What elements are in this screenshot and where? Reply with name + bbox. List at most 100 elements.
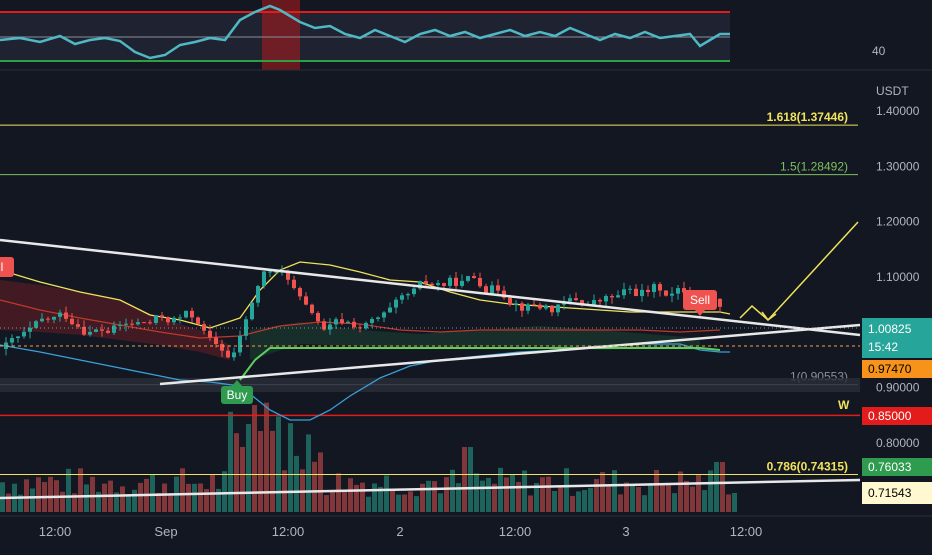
candle-body bbox=[310, 304, 314, 313]
volume-bar bbox=[312, 461, 317, 512]
volume-bar bbox=[234, 433, 239, 512]
price-tick-label: 1.40000 bbox=[876, 104, 920, 118]
candle-body bbox=[58, 312, 62, 317]
volume-bar bbox=[198, 483, 203, 512]
lower-trendline bbox=[0, 478, 861, 500]
volume-bar bbox=[102, 483, 107, 512]
volume-bar bbox=[570, 495, 575, 512]
candle-body bbox=[406, 294, 410, 296]
volume-bar bbox=[504, 477, 509, 512]
rsi-axis-label: 40 bbox=[872, 44, 886, 58]
candle-body bbox=[190, 310, 194, 318]
candle-body bbox=[328, 324, 332, 330]
candle-body bbox=[160, 315, 164, 318]
candle-body bbox=[454, 277, 458, 286]
volume-bar bbox=[378, 486, 383, 512]
price-axis[interactable]: USDT 1.40000 1.30000 1.20000 1.10000 0.90000… bbox=[876, 84, 920, 450]
candle-body bbox=[580, 300, 584, 306]
rsi-line bbox=[0, 4, 730, 60]
volume-bar bbox=[696, 475, 701, 512]
volume-bar bbox=[540, 477, 545, 512]
descending-trendline bbox=[0, 238, 861, 337]
candle-body bbox=[490, 285, 494, 294]
candle-body bbox=[88, 331, 92, 335]
volume-bar bbox=[78, 468, 83, 512]
volume-bar bbox=[480, 480, 485, 512]
candle-body bbox=[418, 281, 422, 289]
candle-body bbox=[382, 312, 386, 318]
time-tick-label: 12:00 bbox=[272, 524, 305, 539]
fib-label: 1.618(1.37446) bbox=[767, 110, 848, 124]
volume-bar bbox=[630, 484, 635, 512]
volume-bar bbox=[36, 477, 41, 512]
candle-body bbox=[100, 329, 104, 331]
candle-body bbox=[616, 295, 620, 298]
volume-bar bbox=[90, 476, 95, 512]
buy-signal[interactable]: Buy bbox=[221, 380, 253, 404]
volume-bar bbox=[720, 462, 725, 512]
candle-body bbox=[238, 335, 242, 353]
time-tick-label: 12:00 bbox=[39, 524, 72, 539]
candle-body bbox=[184, 310, 188, 318]
candle-body bbox=[430, 283, 434, 286]
volume-bar bbox=[474, 473, 479, 512]
time-axis[interactable]: 12:00 Sep 12:00 2 12:00 3 12:00 bbox=[39, 524, 763, 539]
candle-body bbox=[652, 284, 656, 293]
candle-body bbox=[514, 303, 518, 305]
candle-body bbox=[202, 324, 206, 331]
volume-bar bbox=[354, 484, 359, 512]
volume-bar bbox=[726, 494, 731, 512]
sell-signal-left[interactable]: ll bbox=[0, 257, 14, 277]
candle-body bbox=[196, 317, 200, 325]
volume-bar bbox=[246, 423, 251, 512]
volume-bar bbox=[366, 496, 371, 512]
orange-price-value: 0.97470 bbox=[868, 362, 912, 376]
volume-bar bbox=[432, 481, 437, 512]
cloud-area bbox=[0, 280, 700, 360]
candle-body bbox=[142, 322, 146, 324]
candle-body bbox=[304, 296, 308, 305]
volume-bar bbox=[438, 493, 443, 512]
candle-body bbox=[442, 283, 446, 286]
candle-body bbox=[388, 307, 392, 313]
candle-body bbox=[34, 321, 38, 328]
volume-bars bbox=[0, 402, 737, 512]
candle-body bbox=[550, 305, 554, 313]
candle-body bbox=[250, 302, 254, 320]
candle-body bbox=[340, 319, 344, 324]
sell-signal-left-label: ll bbox=[0, 260, 3, 274]
volume-bar bbox=[714, 462, 719, 512]
red-price-tag: 0.85000 bbox=[862, 407, 932, 425]
volume-bar bbox=[348, 478, 353, 512]
volume-bar bbox=[492, 483, 497, 512]
volume-bar bbox=[6, 493, 11, 512]
volume-bar bbox=[270, 430, 275, 512]
volume-bar bbox=[636, 487, 641, 512]
volume-bar bbox=[594, 479, 599, 512]
candle-body bbox=[220, 344, 224, 351]
candle-body bbox=[106, 330, 110, 333]
candle-body bbox=[634, 288, 638, 297]
volume-bar bbox=[582, 490, 587, 512]
candle-body bbox=[682, 288, 686, 293]
volume-bar bbox=[180, 468, 185, 512]
candle-body bbox=[628, 288, 632, 290]
candle-body bbox=[52, 316, 56, 320]
volume-bar bbox=[372, 483, 377, 512]
sell-signal-label: Sell bbox=[690, 293, 710, 307]
candle-body bbox=[436, 283, 440, 286]
volume-bar bbox=[330, 490, 335, 512]
volume-bar bbox=[240, 446, 245, 512]
volume-bar bbox=[84, 484, 89, 512]
candlesticks bbox=[4, 265, 722, 361]
volume-bar bbox=[228, 411, 233, 512]
candle-body bbox=[538, 304, 542, 309]
candle-body bbox=[16, 336, 20, 339]
candle-body bbox=[148, 322, 152, 324]
volume-bar bbox=[600, 472, 605, 512]
sell-signal[interactable]: Sell bbox=[683, 290, 717, 316]
time-tick-label: 3 bbox=[622, 524, 629, 539]
candle-body bbox=[622, 289, 626, 296]
volume-bar bbox=[456, 483, 461, 512]
